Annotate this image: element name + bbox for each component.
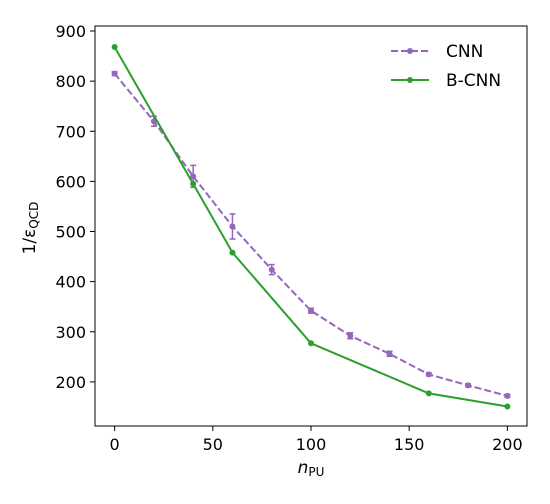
- legend-marker-b-cnn: [407, 77, 413, 83]
- legend-marker-cnn: [407, 48, 413, 54]
- plot-marks: [111, 44, 511, 410]
- y-axis-label-main: 1/ε: [20, 229, 40, 255]
- data-point-b-cnn: [308, 340, 314, 347]
- series-line-cnn: [113, 72, 508, 397]
- data-point-b-cnn: [504, 403, 511, 410]
- x-axis-label: nPU: [298, 458, 325, 479]
- x-tick-label: 50: [203, 435, 223, 454]
- y-tick-label: 500: [55, 223, 86, 242]
- y-axis-label-subscript: QCD: [27, 202, 41, 229]
- legend-label-cnn: CNN: [446, 42, 483, 62]
- data-point-cnn: [465, 382, 472, 389]
- data-point-cnn: [504, 392, 511, 399]
- x-tick-label: 100: [296, 435, 327, 454]
- data-point-b-cnn: [190, 180, 197, 187]
- legend-label-b-cnn: B-CNN: [446, 71, 501, 91]
- data-point-b-cnn: [111, 44, 118, 51]
- x-tick-label: 0: [110, 435, 120, 454]
- x-axis-label-main: n: [298, 458, 309, 478]
- data-point-cnn: [268, 266, 275, 273]
- data-point-cnn: [111, 70, 118, 77]
- y-tick-label: 900: [55, 22, 86, 41]
- data-point-cnn: [229, 223, 236, 230]
- series-line-b-cnn: [113, 46, 508, 408]
- y-tick-label: 200: [55, 373, 86, 392]
- x-axis-label-subscript: PU: [308, 465, 324, 479]
- y-tick-label: 400: [55, 273, 86, 292]
- x-tick-label: 150: [394, 435, 425, 454]
- data-point-b-cnn: [425, 390, 432, 397]
- legend: CNN B-CNN: [391, 42, 501, 91]
- data-point-b-cnn: [229, 249, 236, 256]
- data-point-cnn: [190, 173, 197, 180]
- data-point-cnn: [425, 371, 432, 378]
- y-tick-label: 600: [55, 172, 86, 191]
- y-tick-label: 700: [55, 122, 86, 141]
- y-tick-label: 800: [55, 72, 86, 91]
- x-tick-label: 200: [492, 435, 523, 454]
- data-point-cnn: [347, 332, 354, 339]
- data-point-cnn: [386, 350, 393, 357]
- y-axis-label: 1/εQCD: [20, 202, 41, 255]
- data-point-cnn: [308, 307, 314, 314]
- axes: 0 50 100 150 200 200 300 400 500 600 700 800 900: [55, 22, 528, 454]
- y-tick-label: 300: [55, 323, 86, 342]
